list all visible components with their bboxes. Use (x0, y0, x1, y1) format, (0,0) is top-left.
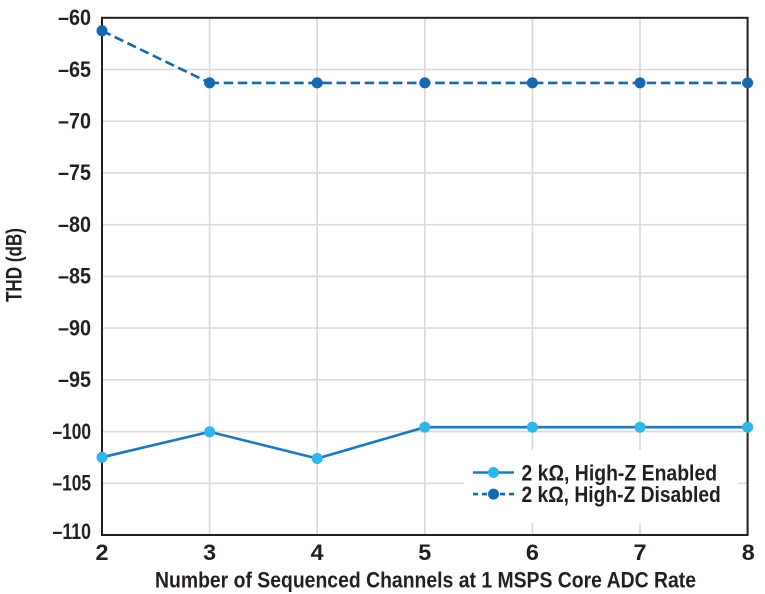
svg-text:6: 6 (526, 540, 539, 565)
svg-text:–105: –105 (53, 471, 92, 496)
svg-text:–80: –80 (58, 212, 91, 237)
svg-text:4: 4 (311, 540, 324, 565)
svg-text:5: 5 (418, 540, 431, 565)
svg-text:2 kΩ, High-Z Disabled: 2 kΩ, High-Z Disabled (522, 482, 721, 507)
svg-text:–70: –70 (58, 109, 91, 134)
svg-text:–95: –95 (58, 367, 91, 392)
svg-text:3: 3 (203, 540, 216, 565)
svg-text:–75: –75 (58, 160, 91, 185)
svg-text:2: 2 (96, 540, 109, 565)
svg-text:THD (dB): THD (dB) (2, 228, 27, 302)
svg-text:2 kΩ, High-Z Enabled: 2 kΩ, High-Z Enabled (522, 461, 718, 486)
svg-text:–110: –110 (53, 519, 92, 544)
svg-text:7: 7 (634, 540, 647, 565)
svg-text:–85: –85 (58, 264, 91, 289)
svg-text:–100: –100 (53, 419, 92, 444)
svg-text:–90: –90 (58, 315, 91, 340)
svg-text:Number of Sequenced Channels a: Number of Sequenced Channels at 1 MSPS C… (155, 568, 696, 593)
svg-text:–60: –60 (58, 5, 91, 30)
svg-text:8: 8 (742, 540, 755, 565)
svg-text:–65: –65 (58, 57, 91, 82)
